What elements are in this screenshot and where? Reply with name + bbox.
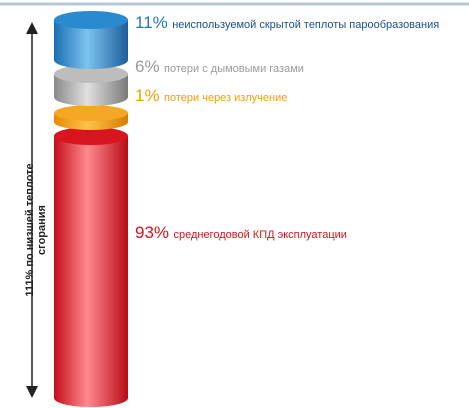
cylinder-gray [54,65,128,106]
segment-text: потери через излучение [164,92,287,104]
total-label: 111% по низшей теплоте сгорания [24,163,48,296]
segment-label: 93% среднегодовой КПД эксплуатации [135,223,347,242]
cylinder-orange [54,105,128,130]
diagram: 111% по низшей теплоте сгорания 11% неис… [0,0,469,408]
segment-percent: 93% [135,223,169,242]
segment-percent: 11% [135,13,168,32]
cylinder-blue [54,11,128,69]
segment-label: 11% неиспользуемой скрытой теплоты пароо… [135,13,439,32]
total-label-line: сгорания [36,205,48,255]
segment-label: 6% потери с дымовыми газами [135,57,304,76]
segment-text: среднегодовой КПД эксплуатации [173,229,346,241]
cylinder-red [54,127,128,407]
segment-percent: 1% [135,86,160,105]
segment-label: 1% потери через излучение [135,86,287,105]
segment-text: неиспользуемой скрытой теплоты парообраз… [172,19,439,31]
segment-percent: 6% [135,57,160,76]
total-label-line: 111% по низшей теплоте [24,163,36,296]
segment-text: потери с дымовыми газами [164,63,304,75]
